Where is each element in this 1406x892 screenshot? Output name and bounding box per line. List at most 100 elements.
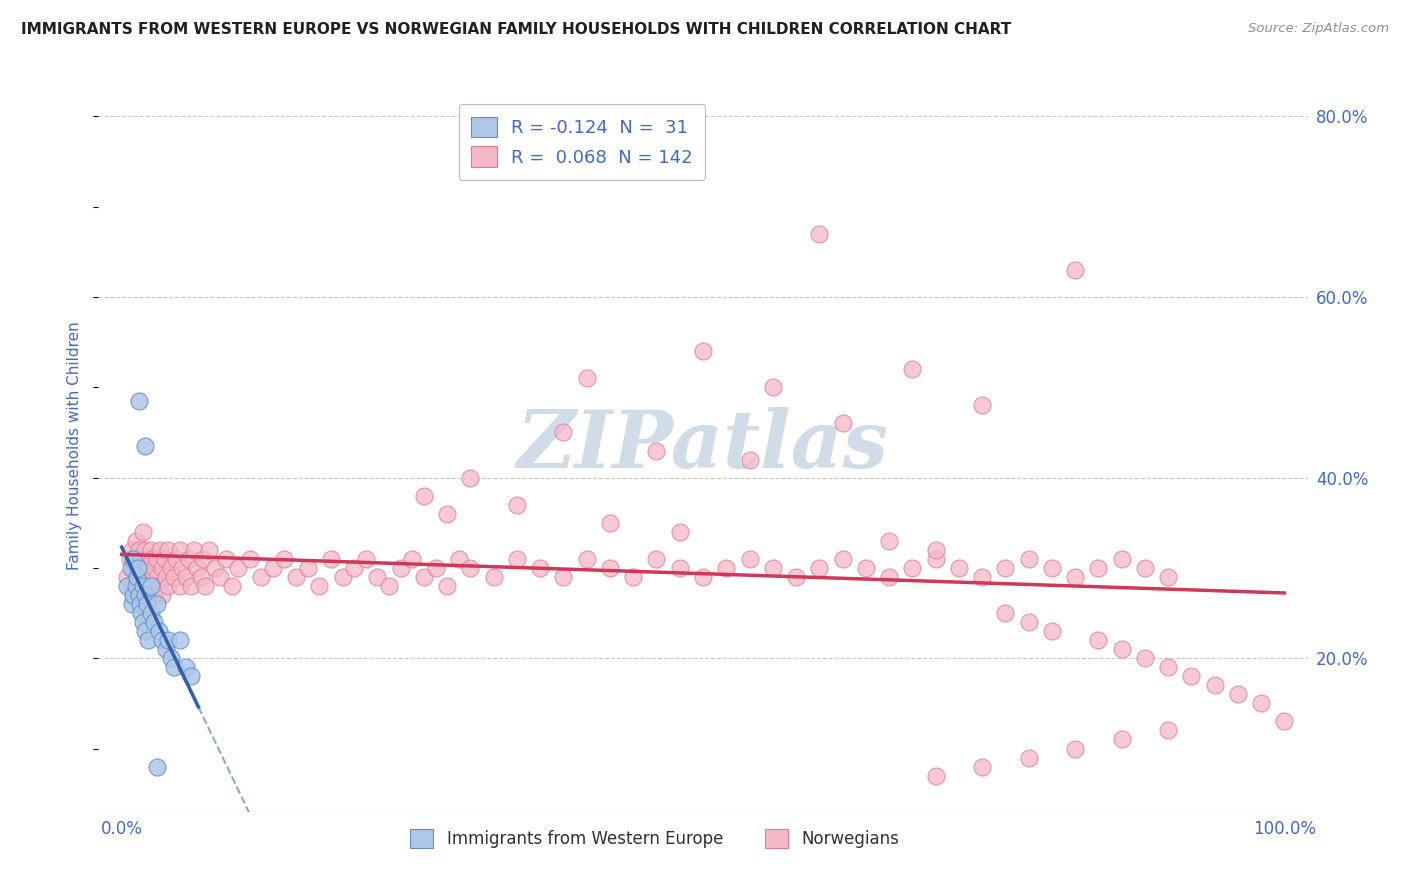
Point: [389, 561, 412, 575]
Point: [221, 579, 243, 593]
Point: [148, 624, 170, 639]
Point: [125, 579, 148, 593]
Point: [506, 498, 529, 512]
Point: [250, 570, 273, 584]
Point: [121, 542, 143, 557]
Point: [262, 561, 284, 575]
Text: ZIPatlas: ZIPatlas: [517, 408, 889, 484]
Point: [138, 561, 160, 575]
Point: [128, 588, 150, 602]
Point: [139, 579, 162, 593]
Point: [122, 588, 145, 602]
Point: [142, 588, 165, 602]
Point: [366, 570, 388, 584]
Point: [239, 552, 262, 566]
Point: [553, 570, 575, 584]
Point: [738, 552, 761, 566]
Point: [172, 561, 194, 575]
Point: [117, 570, 139, 584]
Point: [692, 570, 714, 584]
Point: [124, 570, 146, 584]
Point: [124, 579, 146, 593]
Point: [183, 542, 205, 557]
Point: [134, 624, 156, 639]
Point: [145, 552, 167, 566]
Point: [436, 507, 458, 521]
Point: [157, 633, 180, 648]
Legend: Immigrants from Western Europe, Norwegians: Immigrants from Western Europe, Norwegia…: [404, 822, 905, 855]
Point: [482, 570, 505, 584]
Point: [575, 371, 598, 385]
Point: [901, 362, 924, 376]
Point: [157, 579, 180, 593]
Point: [1064, 741, 1087, 756]
Point: [1111, 552, 1133, 566]
Point: [159, 561, 181, 575]
Point: [1087, 561, 1109, 575]
Point: [924, 769, 946, 783]
Point: [145, 597, 167, 611]
Point: [1204, 678, 1226, 692]
Point: [460, 470, 482, 484]
Point: [117, 579, 139, 593]
Point: [134, 439, 156, 453]
Point: [122, 588, 145, 602]
Point: [762, 561, 785, 575]
Point: [128, 542, 150, 557]
Point: [134, 588, 156, 602]
Point: [354, 552, 377, 566]
Point: [645, 552, 668, 566]
Point: [148, 579, 170, 593]
Point: [970, 570, 993, 584]
Point: [901, 561, 924, 575]
Point: [131, 615, 153, 629]
Point: [1040, 561, 1063, 575]
Point: [401, 552, 423, 566]
Point: [226, 561, 249, 575]
Point: [1226, 687, 1249, 701]
Point: [136, 552, 159, 566]
Point: [785, 570, 807, 584]
Point: [575, 552, 598, 566]
Point: [308, 579, 330, 593]
Point: [924, 552, 946, 566]
Point: [994, 606, 1017, 620]
Point: [599, 561, 621, 575]
Point: [118, 552, 141, 566]
Point: [1157, 570, 1180, 584]
Point: [179, 552, 201, 566]
Point: [155, 570, 177, 584]
Point: [970, 759, 993, 773]
Point: [131, 606, 153, 620]
Point: [447, 552, 470, 566]
Point: [163, 660, 186, 674]
Point: [143, 561, 166, 575]
Point: [120, 579, 142, 593]
Point: [131, 579, 153, 593]
Point: [621, 570, 644, 584]
Point: [194, 579, 217, 593]
Point: [425, 561, 447, 575]
Point: [174, 660, 197, 674]
Y-axis label: Family Households with Children: Family Households with Children: [67, 322, 83, 570]
Point: [1040, 624, 1063, 639]
Point: [149, 542, 172, 557]
Point: [1111, 732, 1133, 747]
Point: [436, 579, 458, 593]
Point: [153, 552, 176, 566]
Point: [150, 633, 173, 648]
Point: [529, 561, 551, 575]
Point: [645, 443, 668, 458]
Point: [831, 552, 853, 566]
Point: [145, 759, 167, 773]
Point: [157, 542, 180, 557]
Point: [129, 570, 152, 584]
Point: [1133, 651, 1156, 665]
Point: [120, 561, 142, 575]
Point: [506, 552, 529, 566]
Point: [831, 417, 853, 431]
Point: [132, 561, 155, 575]
Point: [343, 561, 366, 575]
Point: [1087, 633, 1109, 648]
Point: [124, 552, 146, 566]
